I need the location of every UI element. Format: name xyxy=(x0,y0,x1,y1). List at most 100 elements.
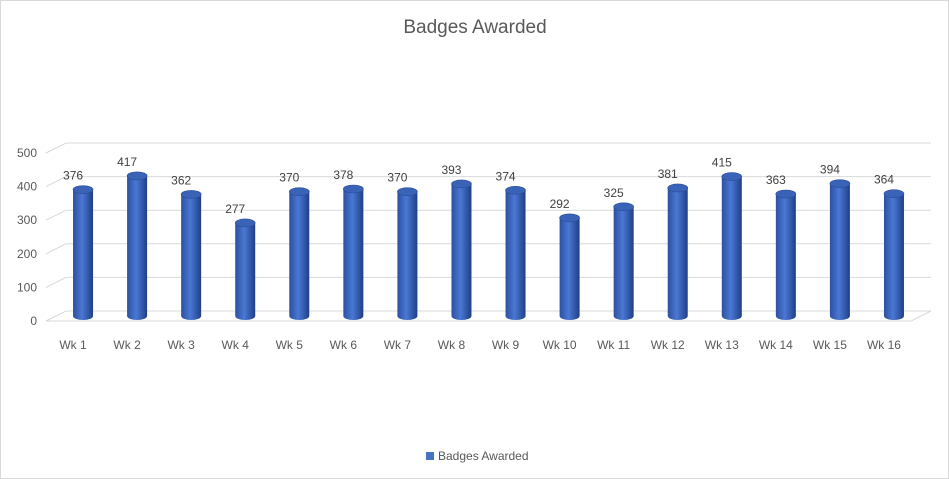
data-label: 394 xyxy=(820,163,840,177)
bar xyxy=(234,218,256,320)
data-label: 417 xyxy=(117,155,137,169)
gridline xyxy=(45,142,931,154)
y-tick-label: 500 xyxy=(17,146,37,160)
bar xyxy=(829,179,851,320)
x-tick-label: Wk 14 xyxy=(759,338,793,352)
legend: Badges Awarded xyxy=(426,449,529,463)
bar xyxy=(126,171,148,320)
data-label: 292 xyxy=(550,197,570,211)
bar-body xyxy=(505,190,526,320)
bar xyxy=(343,184,364,320)
legend-swatch xyxy=(426,452,434,460)
bar xyxy=(559,213,580,320)
bar-body xyxy=(559,217,580,320)
bar-body xyxy=(667,187,688,320)
bar-body xyxy=(343,188,364,320)
bar-top xyxy=(397,187,418,196)
y-tick-label: 300 xyxy=(17,213,37,227)
bar xyxy=(775,189,797,320)
data-label: 381 xyxy=(658,167,678,181)
bar xyxy=(721,172,743,320)
data-label: 363 xyxy=(766,173,786,187)
data-labels: 376 417 362 277 370 378 370 393 374 292 325 381 415 3… xyxy=(63,155,894,216)
gridline xyxy=(45,176,931,188)
bar xyxy=(397,187,418,320)
x-tick-label: Wk 6 xyxy=(330,338,358,352)
x-tick-label: Wk 9 xyxy=(492,338,520,352)
bar xyxy=(180,190,202,320)
data-label: 364 xyxy=(874,173,894,187)
bar-top xyxy=(343,184,364,194)
bar-body xyxy=(883,193,904,320)
bar-top xyxy=(288,187,310,196)
x-tick-label: Wk 8 xyxy=(438,338,466,352)
bar-body xyxy=(451,183,472,320)
axis-labels: 0 100 200 300 400 500 Wk 1 Wk 2 Wk 3 Wk 4 Wk 5 Wk 6… xyxy=(17,146,901,352)
y-tick-label: 100 xyxy=(17,280,37,294)
bar-top xyxy=(72,185,94,194)
x-tick-label: Wk 3 xyxy=(167,338,195,352)
data-label: 378 xyxy=(333,168,353,182)
bar-top xyxy=(829,179,851,188)
bar xyxy=(667,183,689,320)
y-tick-label: 200 xyxy=(17,247,37,261)
data-label: 376 xyxy=(63,169,83,183)
bar xyxy=(883,189,905,320)
x-tick-label: Wk 5 xyxy=(276,338,304,352)
bar-body xyxy=(289,191,310,320)
y-tick-label: 400 xyxy=(17,180,37,194)
bar-body xyxy=(829,183,850,320)
gridline xyxy=(45,243,931,255)
bar-top xyxy=(883,189,905,198)
gridlines xyxy=(45,142,932,322)
data-label: 374 xyxy=(496,169,516,183)
bar-body xyxy=(73,189,94,320)
bar-top xyxy=(775,189,797,199)
x-tick-label: Wk 1 xyxy=(59,338,87,352)
data-label: 325 xyxy=(604,186,624,200)
bar xyxy=(613,202,634,320)
bar xyxy=(505,186,526,320)
data-label: 362 xyxy=(171,173,191,187)
x-tick-label: Wk 12 xyxy=(651,338,685,352)
bar-top xyxy=(180,190,202,199)
data-label: 277 xyxy=(225,202,245,216)
bar-top xyxy=(126,171,148,181)
data-label: 370 xyxy=(387,171,407,185)
bars xyxy=(72,171,905,320)
x-tick-label: Wk 11 xyxy=(597,338,630,352)
bar-top xyxy=(667,183,689,193)
bar-body xyxy=(235,222,256,320)
bar-body xyxy=(613,206,634,320)
bar-body xyxy=(181,194,202,320)
bar-top xyxy=(234,218,256,228)
x-tick-label: Wk 13 xyxy=(705,338,739,352)
gridline xyxy=(45,209,931,221)
y-tick-label: 0 xyxy=(30,314,37,328)
bar xyxy=(451,179,472,320)
x-tick-label: Wk 15 xyxy=(813,338,847,352)
bar-body xyxy=(721,176,742,320)
x-tick-label: Wk 16 xyxy=(867,338,901,352)
gridline xyxy=(45,276,931,288)
floor-edge xyxy=(910,310,932,322)
bar-body xyxy=(127,175,148,320)
bar xyxy=(288,187,310,320)
x-tick-label: Wk 7 xyxy=(384,338,412,352)
x-tick-label: Wk 10 xyxy=(543,338,577,352)
x-tick-label: Wk 4 xyxy=(222,338,250,352)
chart-title: Badges Awarded xyxy=(403,17,546,38)
legend-entry: Badges Awarded xyxy=(426,449,529,463)
gridline xyxy=(45,310,931,322)
data-label: 370 xyxy=(279,171,299,185)
x-tick-label: Wk 2 xyxy=(113,338,141,352)
bar-top xyxy=(613,202,634,212)
data-label: 415 xyxy=(712,156,732,170)
bar-top xyxy=(451,179,472,189)
data-label: 393 xyxy=(441,163,461,177)
bar-body xyxy=(397,191,418,320)
legend-label: Badges Awarded xyxy=(438,449,529,463)
bar xyxy=(72,185,94,320)
bar-top xyxy=(559,213,580,223)
